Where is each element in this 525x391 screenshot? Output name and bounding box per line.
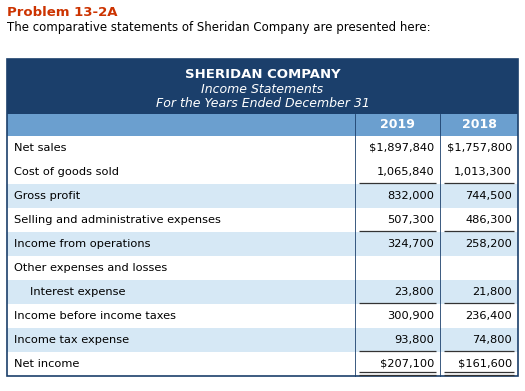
- Bar: [7, 256, 518, 280]
- Text: 2018: 2018: [461, 118, 497, 131]
- Text: 324,700: 324,700: [387, 239, 434, 249]
- Text: $1,897,840: $1,897,840: [369, 143, 434, 153]
- Text: 1,065,840: 1,065,840: [376, 167, 434, 177]
- Bar: [7, 184, 518, 208]
- Text: The comparative statements of Sheridan Company are presented here:: The comparative statements of Sheridan C…: [7, 21, 430, 34]
- Text: Cost of goods sold: Cost of goods sold: [14, 167, 119, 177]
- Text: 1,013,300: 1,013,300: [454, 167, 512, 177]
- Text: SHERIDAN COMPANY: SHERIDAN COMPANY: [185, 68, 340, 81]
- Text: 300,900: 300,900: [387, 311, 434, 321]
- Bar: [7, 114, 518, 136]
- Text: 258,200: 258,200: [465, 239, 512, 249]
- Bar: [7, 352, 518, 376]
- Bar: [7, 232, 518, 256]
- Text: Net sales: Net sales: [14, 143, 67, 153]
- Text: Gross profit: Gross profit: [14, 191, 80, 201]
- Text: Selling and administrative expenses: Selling and administrative expenses: [14, 215, 221, 225]
- Bar: [7, 136, 518, 160]
- Bar: [7, 59, 518, 376]
- Text: 744,500: 744,500: [465, 191, 512, 201]
- Bar: [7, 59, 518, 114]
- Bar: [7, 280, 518, 304]
- Text: Income from operations: Income from operations: [14, 239, 151, 249]
- Text: 507,300: 507,300: [387, 215, 434, 225]
- Bar: [7, 208, 518, 232]
- Text: Income tax expense: Income tax expense: [14, 335, 129, 345]
- Bar: [7, 328, 518, 352]
- Text: Income before income taxes: Income before income taxes: [14, 311, 176, 321]
- Bar: [7, 304, 518, 328]
- Text: 23,800: 23,800: [394, 287, 434, 297]
- Text: 74,800: 74,800: [472, 335, 512, 345]
- Text: 486,300: 486,300: [465, 215, 512, 225]
- Text: Income Statements: Income Statements: [202, 83, 323, 96]
- Text: 2019: 2019: [380, 118, 415, 131]
- Text: Other expenses and losses: Other expenses and losses: [14, 263, 167, 273]
- Text: 236,400: 236,400: [465, 311, 512, 321]
- Text: 21,800: 21,800: [472, 287, 512, 297]
- Text: Net income: Net income: [14, 359, 79, 369]
- Text: For the Years Ended December 31: For the Years Ended December 31: [155, 97, 370, 110]
- Text: Interest expense: Interest expense: [30, 287, 125, 297]
- Text: 93,800: 93,800: [394, 335, 434, 345]
- Text: $1,757,800: $1,757,800: [447, 143, 512, 153]
- Text: $207,100: $207,100: [380, 359, 434, 369]
- Text: Problem 13-2A: Problem 13-2A: [7, 6, 118, 19]
- Text: $161,600: $161,600: [458, 359, 512, 369]
- Bar: [7, 160, 518, 184]
- Text: 832,000: 832,000: [387, 191, 434, 201]
